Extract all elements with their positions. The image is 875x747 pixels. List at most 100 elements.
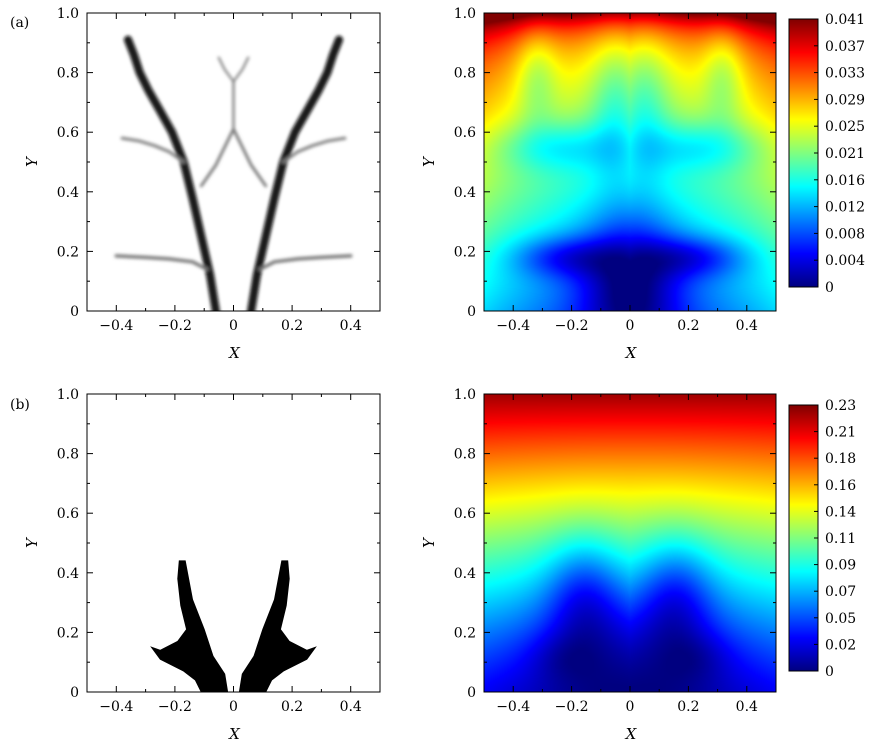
solid-region-1 [238, 560, 317, 693]
panel-b-left-xtick-label: −0.4 [99, 699, 133, 715]
panel-b-left-ytick-label: 0.8 [57, 447, 79, 463]
panel-b-topology [87, 394, 380, 693]
branch-6 [199, 127, 235, 188]
branch-2 [114, 254, 209, 272]
panel-a-right-field [484, 13, 776, 311]
panel-a-right-xtick-label: 0.4 [736, 318, 758, 334]
panel-b-left-xtick-label: −0.2 [158, 699, 192, 715]
branch-9 [217, 56, 235, 83]
panel-a-left-ytick-label: 0.4 [57, 185, 79, 201]
panel-a-left-axes: −0.4 −0.2 0 0.2 0.4 0 0.2 0.4 0.6 0.8 1.0 X Y [23, 6, 381, 362]
panel-a-right-colorbar-label: 0.012 [825, 200, 865, 216]
panel-b-right-colorbar-label: 0.09 [825, 558, 856, 574]
panel-a-right-xtick-label: 0 [626, 318, 635, 334]
panel-a-right-colorbar-label: 0.033 [825, 66, 865, 82]
panel-b-right-ytick-label: 0 [467, 685, 476, 701]
panel-b-right-colorbar-label: 0.11 [825, 531, 856, 547]
panel-b-right-ytick-label: 0.2 [454, 625, 476, 641]
panel-b-right-xtick-label: 0.2 [677, 699, 699, 715]
panel-b-right-colorbar: 0.23 0.21 0.18 0.16 0.14 0.11 0.09 0.07 0.05 0.02… [788, 398, 856, 680]
panel-a-right-ytick-label: 1.0 [454, 6, 476, 22]
panel-a-left-xtick-label: −0.2 [158, 318, 192, 334]
panel-b-right-colorbar-label: 0.23 [825, 398, 856, 414]
panel-b-right-xtick-label: 0.4 [736, 699, 758, 715]
panel-a-right-colorbar-label: 0.025 [825, 119, 865, 135]
panel-a-left-xtick-label: 0 [229, 318, 238, 334]
panel-b-right-xtick-label: 0 [626, 699, 635, 715]
panel-b-right-xtick-label: −0.2 [555, 699, 589, 715]
panel-b-left-xtick-label: 0 [229, 699, 238, 715]
panel-b-right-axes: −0.4 −0.2 0 0.2 0.4 0 0.2 0.4 0.6 0.8 1.0 X Y [420, 387, 777, 743]
panel-a-right-axes: −0.4 −0.2 0 0.2 0.4 0 0.2 0.4 0.6 0.8 1.0 X Y [420, 6, 777, 362]
panel-a-right-colorbar-label: 0.008 [825, 226, 865, 242]
panel-b-left-ytick-label: 1.0 [57, 387, 79, 403]
panel-b-right-colorbar-label: 0.05 [825, 611, 856, 627]
panel-a-right-colorbar-label: 0.016 [825, 173, 865, 189]
panel-a-right-colorbar-label: 0 [825, 280, 834, 296]
panel-b-right-colorbar-label: 0 [825, 664, 834, 680]
panel-a-left-ylabel: Y [23, 155, 41, 167]
branch-7 [232, 127, 268, 188]
panel-tag: (a) [10, 15, 29, 31]
panel-a-topology [87, 13, 380, 311]
branch-5 [281, 136, 347, 164]
panel-a-left-ytick-label: 0.6 [57, 125, 79, 141]
panel-b-right-colorbar-label: 0.21 [825, 425, 856, 441]
panel-b-left-xtick-label: 0.2 [281, 699, 303, 715]
panel-a-right-xlabel: X [625, 344, 638, 362]
panel-b-right-ytick-label: 0.6 [454, 506, 476, 522]
panel-a-left-ytick-label: 0 [70, 304, 79, 320]
panel-a-right-xtick-label: −0.2 [555, 318, 589, 334]
panel-a-right-colorbar-label: 0.037 [825, 39, 865, 55]
panel-a-right-ytick-label: 0 [467, 304, 476, 320]
branch-0 [123, 35, 220, 311]
panel-b-topology-bg [87, 394, 380, 692]
panel-tag: (b) [10, 397, 30, 413]
panel-a-right-ytick-label: 0.4 [454, 185, 476, 201]
panel-a-left-xlabel: X [228, 344, 241, 362]
panel-b-left-ytick-label: 0 [70, 685, 79, 701]
panel-a-right-xtick-label: −0.4 [496, 318, 530, 334]
branch-4 [120, 136, 186, 164]
panel-a-left-xtick-label: 0.4 [340, 318, 362, 334]
branch-10 [232, 56, 250, 83]
panel-a-right-colorbar-label: 0.004 [825, 253, 865, 269]
panel-b-left-ytick-label: 0.4 [57, 566, 79, 582]
panel-b-right-xlabel: X [625, 725, 638, 743]
panel-a-right-ylabel: Y [420, 155, 438, 167]
panel-b-left-xlabel: X [228, 725, 241, 743]
panel-b-left-ylabel: Y [23, 536, 41, 548]
panel-b-right-ytick-label: 0.4 [454, 566, 476, 582]
panel-b-right-ytick-label: 1.0 [454, 387, 476, 403]
panel-a-right-xtick-label: 0.2 [677, 318, 699, 334]
panel-b-right-field [484, 394, 776, 692]
panel-b-right-colorbar-label: 0.18 [825, 451, 856, 467]
panel-a-right-colorbar-label: 0.041 [825, 12, 865, 28]
panel-b-left-ytick-label: 0.6 [57, 506, 79, 522]
panel-b-right-colorbar-label: 0.16 [825, 478, 856, 494]
panel-b-left-axes: −0.4 −0.2 0 0.2 0.4 0 0.2 0.4 0.6 0.8 1.0 X Y [23, 387, 381, 743]
panel-a-right-colorbar-label: 0.029 [825, 92, 865, 108]
panel-b-right-colorbar-label: 0.14 [825, 504, 856, 520]
panel-b-right-ytick-label: 0.8 [454, 447, 476, 463]
panel-a-branches [114, 35, 353, 311]
panel-b-right-colorbar-label: 0.02 [825, 637, 856, 653]
panel-b-right-ylabel: Y [420, 536, 438, 548]
panel-b-right-colorbar-gradient [789, 405, 818, 671]
panel-b-right-colorbar-label: 0.07 [825, 584, 856, 600]
branch-1 [247, 35, 344, 311]
branch-3 [258, 254, 353, 272]
panel-a-right-colorbar-gradient [789, 19, 818, 287]
panel-a-right-colorbar: 0.041 0.037 0.033 0.029 0.025 0.021 0.016 0.012… [788, 12, 865, 296]
panel-a-right-colorbar-label: 0.021 [825, 146, 865, 162]
panel-a-left-xtick-label: −0.4 [99, 318, 133, 334]
panel-a-left-xtick-label: 0.2 [281, 318, 303, 334]
panel-a-right-ytick-label: 0.2 [454, 244, 476, 260]
panel-b-right-xtick-label: −0.4 [496, 699, 530, 715]
panel-b-left-xtick-label: 0.4 [340, 699, 362, 715]
panel-a-right-ytick-label: 0.6 [454, 125, 476, 141]
panel-a-left-ytick-label: 0.8 [57, 66, 79, 82]
panel-a-left-ytick-label: 0.2 [57, 244, 79, 260]
solid-region-0 [150, 560, 229, 693]
